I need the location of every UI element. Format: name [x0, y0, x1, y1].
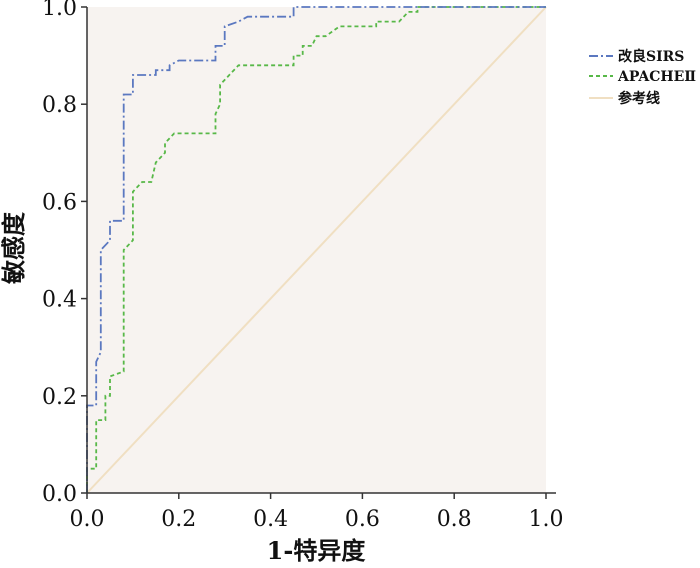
- y-tick-label: 0.2: [42, 385, 77, 410]
- legend: 改良SIRS APACHEⅡ 参考线: [589, 48, 696, 107]
- y-tick-label: 0.4: [42, 288, 77, 313]
- series-layer: [86, 6, 547, 494]
- y-tick-label: 0.8: [42, 93, 77, 118]
- legend-label-series-2: APACHEⅡ: [617, 69, 696, 85]
- x-tick-label: 0.2: [161, 507, 196, 532]
- x-tick-label: 0.0: [70, 507, 105, 532]
- series-line-3: [86, 6, 547, 494]
- series-line-2: [86, 6, 546, 493]
- y-tick-label: 0.6: [42, 190, 77, 215]
- legend-label-series-3: 参考线: [618, 90, 660, 107]
- y-tick-label: 0.0: [42, 482, 77, 507]
- x-axis-title: 1-特异度: [267, 536, 367, 565]
- axes: [81, 6, 556, 499]
- series-line-1: [86, 6, 546, 493]
- y-axis-title: 敏感度: [0, 211, 28, 285]
- x-tick-label: 1.0: [529, 507, 564, 532]
- x-tick-label: 0.4: [253, 507, 288, 532]
- legend-label-series-1: 改良SIRS: [618, 48, 684, 65]
- tick-labels: 0.0 0.2 0.4 0.6 0.8 1.0 0.0 0.2 0.4 0.6 0.8 1.0: [42, 0, 564, 532]
- x-tick-label: 0.8: [437, 507, 472, 532]
- x-tick-label: 0.6: [345, 507, 380, 532]
- y-tick-label: 1.0: [42, 0, 77, 21]
